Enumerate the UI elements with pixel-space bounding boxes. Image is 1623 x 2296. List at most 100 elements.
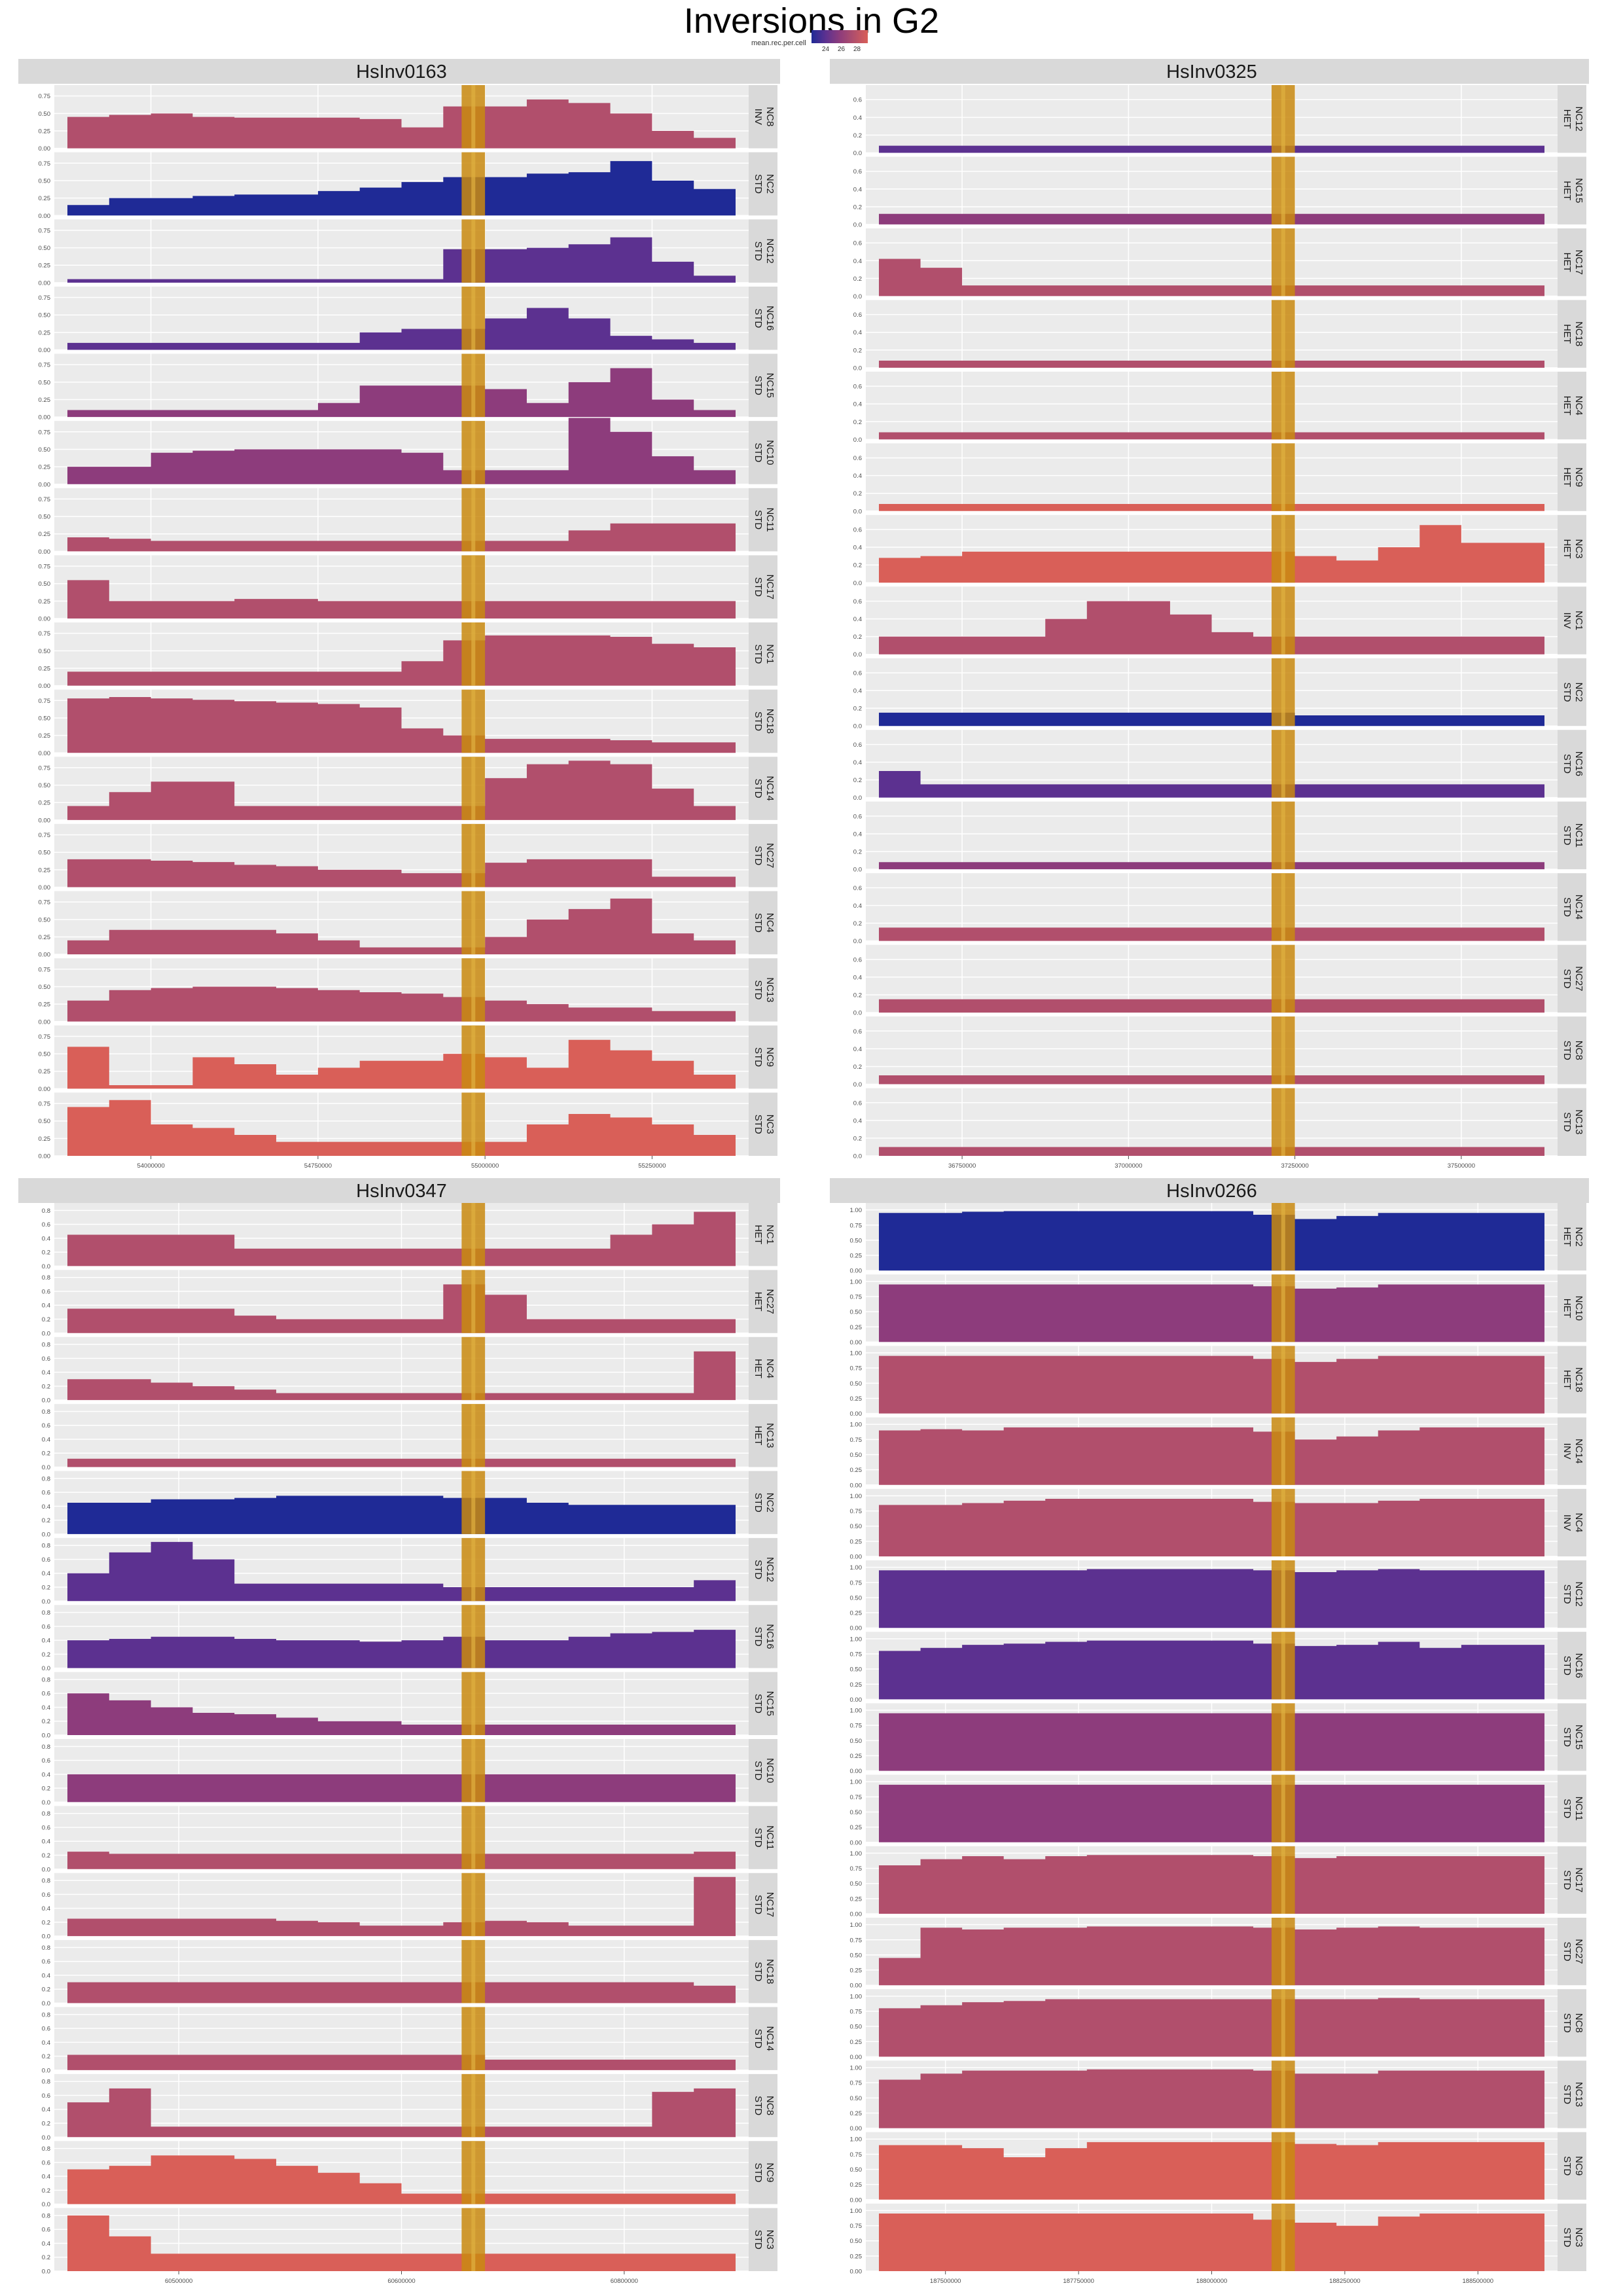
facet-status-label: STD [1561, 754, 1573, 774]
y-tick-label: 0.8 [42, 1945, 50, 1952]
y-tick-label: 0.4 [853, 688, 862, 695]
facet-panel: 0.00 0.25 0.50 0.75 STD NC1 [39, 622, 777, 690]
inversion-breakpoint [471, 1605, 476, 1668]
facet-panel: 0.0 0.2 0.4 0.6 HET NC15 [853, 156, 1586, 228]
y-tick-label: 0.00 [39, 1153, 51, 1160]
y-tick-label: 0.50 [850, 2166, 863, 2174]
facet-panel: 0.00 0.25 0.50 0.75 1.00 STD NC17 [850, 1846, 1586, 1918]
facet-status-label: HET [753, 1359, 764, 1378]
recombination-area [879, 1855, 1544, 1914]
y-tick-label: 0.6 [42, 2227, 50, 2234]
inversion-breakpoint [1281, 1632, 1285, 1700]
panel-title-strip [18, 1178, 780, 1203]
facet-sample-label: NC16 [764, 306, 776, 331]
recombination-area [67, 635, 736, 686]
y-tick-label: 0.0 [853, 150, 862, 157]
y-tick-label: 0.4 [853, 974, 862, 981]
facet-strip [749, 219, 777, 283]
y-tick-label: 0.0 [853, 1010, 862, 1017]
y-tick-label: 0.50 [850, 1237, 863, 1244]
inversion-breakpoint [1281, 586, 1285, 655]
facet-status-label: STD [753, 1761, 764, 1780]
facet-panel: 0.00 0.25 0.50 0.75 1.00 STD NC16 [850, 1632, 1586, 1704]
y-tick-label: 0.50 [39, 1051, 51, 1058]
y-tick-label: 1.00 [850, 1422, 863, 1429]
facet-panel: 0.0 0.2 0.4 0.6 0.8 STD NC12 [42, 1537, 777, 1605]
facet-status-label: STD [753, 1895, 764, 1914]
y-tick-label: 0.00 [850, 1554, 863, 1561]
y-tick-label: 0.4 [42, 2039, 50, 2047]
y-tick-label: 0.75 [850, 1579, 863, 1587]
facet-panel: 0.0 0.2 0.4 0.6 HET NC4 [853, 371, 1586, 444]
y-tick-label: 0.25 [850, 1395, 863, 1403]
y-tick-label: 0.4 [853, 1046, 862, 1053]
facet-panel: 0.0 0.2 0.4 0.6 0.8 STD NC18 [42, 1940, 777, 2007]
x-tick-label: 55000000 [471, 1162, 499, 1170]
y-tick-label: 0.4 [42, 1235, 50, 1242]
y-tick-label: 0.50 [39, 312, 51, 319]
facet-status-label: STD [753, 1047, 764, 1067]
y-tick-label: 0.50 [39, 782, 51, 789]
y-tick-label: 0.75 [39, 1033, 51, 1041]
recombination-area [879, 1784, 1544, 1842]
recombination-area [67, 237, 736, 283]
panel-title: HsInv0347 [356, 1181, 447, 1202]
facet-status-label: STD [753, 846, 764, 865]
facet-sample-label: NC14 [1573, 1439, 1584, 1463]
y-tick-label: 0.0 [42, 1263, 50, 1270]
facet-panel: 0.00 0.25 0.50 0.75 STD NC14 [39, 757, 777, 824]
recombination-area [67, 523, 736, 552]
inversion-breakpoint [471, 2073, 476, 2138]
panel-title: HsInv0163 [356, 62, 447, 82]
y-tick-label: 0.25 [39, 867, 51, 874]
y-tick-label: 0.50 [39, 648, 51, 655]
y-tick-label: 0.50 [850, 1523, 863, 1530]
facet-strip [1558, 730, 1586, 798]
y-tick-label: 0.2 [42, 2254, 50, 2261]
facet-panel: 0.00 0.25 0.50 0.75 STD NC11 [39, 488, 777, 556]
y-tick-label: 0.75 [850, 2080, 863, 2087]
y-tick-label: 1.00 [850, 1993, 863, 2000]
y-tick-label: 0.2 [42, 1651, 50, 1659]
y-tick-label: 1.00 [850, 1636, 863, 1643]
y-tick-label: 0.8 [42, 1878, 50, 1885]
y-tick-label: 0.4 [42, 1369, 50, 1376]
y-tick-label: 0.2 [853, 634, 862, 641]
panel-background [866, 1088, 1558, 1156]
recombination-area [879, 2214, 1544, 2271]
facet-strip [1558, 300, 1586, 368]
facet-sample-label: NC8 [764, 107, 776, 126]
facet-sample-label: NC27 [1573, 1939, 1584, 1964]
y-tick-label: 0.8 [42, 2212, 50, 2219]
facet-sample-label: NC4 [1573, 396, 1584, 416]
y-tick-label: 0.6 [853, 168, 862, 175]
facet-sample-label: NC17 [764, 575, 776, 600]
facet-sample-label: NC3 [764, 1115, 776, 1134]
inversion-breakpoint [1281, 658, 1285, 726]
y-tick-label: 0.4 [853, 759, 862, 766]
recombination-area [67, 859, 736, 888]
panel-background [866, 371, 1558, 440]
y-tick-label: 0.4 [42, 1771, 50, 1778]
facet-sample-label: NC15 [1573, 178, 1584, 203]
y-tick-label: 0.4 [853, 401, 862, 408]
y-tick-label: 0.0 [42, 2067, 50, 2074]
facet-sample-label: NC12 [764, 238, 776, 263]
y-tick-label: 0.0 [853, 508, 862, 515]
y-tick-label: 0.50 [850, 1952, 863, 1959]
y-tick-label: 0.4 [42, 1638, 50, 1645]
y-tick-label: 0.6 [42, 1288, 50, 1295]
facet-panel: 0.00 0.25 0.50 0.75 1.00 INV NC4 [850, 1488, 1586, 1561]
facet-strip [749, 1404, 777, 1467]
y-tick-label: 0.00 [850, 1339, 863, 1346]
y-tick-label: 0.25 [39, 329, 51, 336]
facet-panel: 0.0 0.2 0.4 0.6 0.8 STD NC17 [42, 1873, 777, 1941]
facet-strip [749, 1873, 777, 1937]
facet-status-label: STD [753, 1626, 764, 1646]
y-tick-label: 0.4 [42, 1503, 50, 1511]
facet-sample-label: NC1 [764, 1225, 776, 1244]
y-tick-label: 0.00 [850, 1839, 863, 1846]
inversion-breakpoint [1281, 1488, 1285, 1556]
y-tick-label: 0.6 [853, 670, 862, 677]
facet-sample-label: NC2 [1573, 1227, 1584, 1247]
